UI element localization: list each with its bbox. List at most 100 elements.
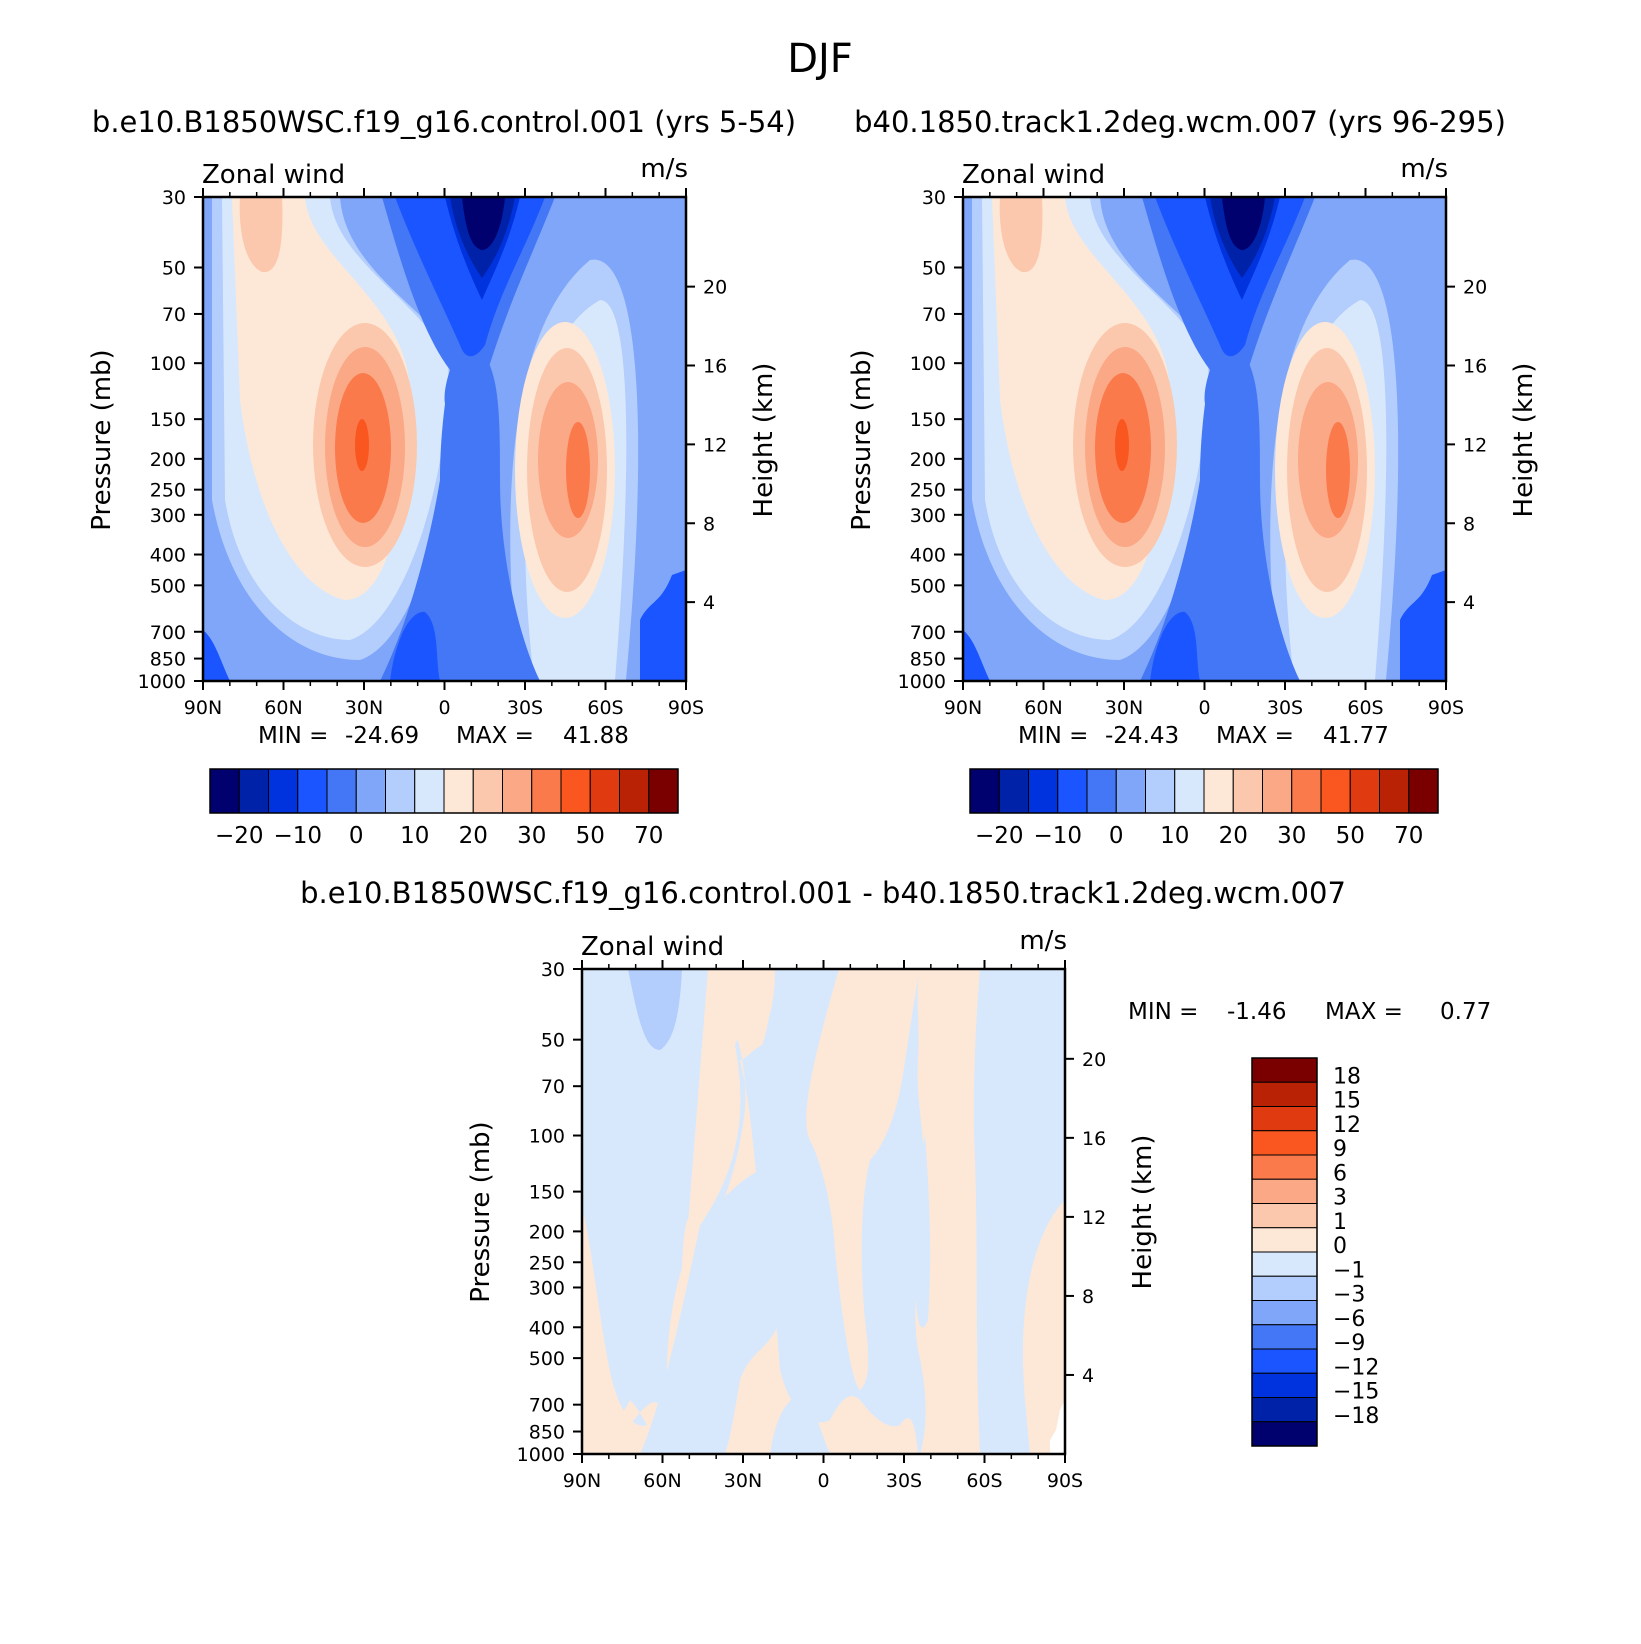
colorbar-swatch [560, 768, 591, 814]
x-tick-label: 30N [345, 697, 383, 719]
colorbar-swatch [238, 768, 269, 814]
y-tick-label: 50 [541, 1030, 565, 1052]
y-tick-label: 400 [529, 1317, 565, 1339]
panel-2-polar-jet [999, 197, 1043, 273]
y-tick-label: 50 [922, 258, 946, 280]
colorbar-label: 70 [634, 823, 663, 849]
panel-3-missing-corner [1050, 1400, 1065, 1454]
panel-2-max: 41.77 [1323, 723, 1389, 749]
y2-tick-label: 8 [703, 513, 715, 535]
colorbar-label: 30 [517, 823, 546, 849]
colorbar-swatch [1251, 1275, 1318, 1301]
colorbar-swatch [1291, 768, 1322, 814]
colorbar-swatch [1262, 768, 1293, 814]
panel-2-nh-jet-c4 [1115, 419, 1129, 471]
panel-3-pos-mid [915, 969, 980, 1454]
colorbar-label: 12 [1333, 1113, 1361, 1138]
panel-1-polar-jet [239, 197, 283, 273]
colorbar-swatch [998, 768, 1029, 814]
y2-tick-label: 12 [1463, 434, 1487, 456]
x-tick-label: 30N [1105, 697, 1143, 719]
x-tick-label: 30S [886, 1470, 922, 1492]
panel-1-title: b.e10.B1850WSC.f19_g16.control.001 (yrs … [92, 105, 796, 139]
y-tick-label: 200 [910, 449, 946, 471]
colorbar-swatch [1320, 768, 1351, 814]
panel-1-axes: 90N 60N 30N 0 30S 60S 90S 30 50 70 100 150 200 250 300… [138, 187, 728, 719]
colorbar-swatch [1251, 1397, 1318, 1423]
y2-tick-label: 16 [703, 356, 727, 378]
colorbar-swatch [1057, 768, 1088, 814]
x-tick-label: 90N [944, 697, 982, 719]
colorbar-swatch [1251, 1324, 1318, 1350]
x-tick-label: 30N [724, 1470, 762, 1492]
colorbar-label: 1 [1333, 1210, 1347, 1235]
y-tick-label: 300 [910, 505, 946, 527]
x-tick-label: 90S [1047, 1470, 1083, 1492]
y-tick-label: 500 [150, 575, 186, 597]
y2-tick-label: 16 [1463, 356, 1487, 378]
x-tick-label: 30S [1267, 697, 1303, 719]
panel-2-colorbar: −20 −10 0 10 20 30 50 70 [969, 768, 1439, 849]
panel-1-field [203, 197, 686, 681]
colorbar-swatch [385, 768, 416, 814]
y-tick-label: 70 [162, 304, 186, 326]
panel-3-y2label: Height (km) [1128, 1135, 1158, 1290]
colorbar-swatch [619, 768, 650, 814]
colorbar-swatch [1203, 768, 1234, 814]
y-tick-label: 200 [150, 449, 186, 471]
y-tick-label: 150 [150, 409, 186, 431]
colorbar-label: −1 [1333, 1258, 1365, 1283]
panel-2-surface-east-nh [1150, 611, 1200, 681]
y-tick-label: 100 [910, 353, 946, 375]
panel-1-surface-east-sh [640, 570, 686, 681]
colorbar-swatch [1251, 1057, 1318, 1083]
panel-1-max: 41.88 [563, 723, 629, 749]
y-tick-label: 700 [150, 622, 186, 644]
y-tick-label: 150 [529, 1182, 565, 1204]
y-tick-label: 250 [910, 480, 946, 502]
colorbar-label: 15 [1333, 1089, 1361, 1114]
panel-1-easterly-core [462, 197, 505, 250]
colorbar-label: −9 [1333, 1331, 1365, 1356]
x-tick-label: 60N [643, 1470, 681, 1492]
colorbar-swatch [1251, 1251, 1318, 1277]
panel-3-max: 0.77 [1440, 999, 1491, 1025]
colorbar-swatch [969, 768, 1000, 814]
y2-tick-label: 4 [1463, 592, 1475, 614]
panel-1-right-label: m/s [640, 154, 688, 184]
colorbar-swatch [1251, 1081, 1318, 1107]
y2-tick-label: 16 [1082, 1128, 1106, 1150]
colorbar-label: 9 [1333, 1137, 1347, 1162]
colorbar-swatch [1251, 1348, 1318, 1374]
panel-1-colorbar: −20 −10 0 10 20 30 50 70 [209, 768, 679, 849]
colorbar-label: 50 [1336, 823, 1365, 849]
y-tick-label: 1000 [898, 671, 946, 693]
colorbar-swatch [472, 768, 503, 814]
panel-2-surface-east-sh [1400, 570, 1446, 681]
colorbar-swatch [355, 768, 386, 814]
y-tick-label: 850 [910, 649, 946, 671]
y-tick-label: 400 [910, 545, 946, 567]
panel-3-right-label: m/s [1019, 926, 1067, 956]
panel-3-field [582, 969, 1065, 1454]
colorbar-label: −10 [273, 823, 322, 849]
panel-3-title: b.e10.B1850WSC.f19_g16.control.001 - b40… [300, 876, 1346, 910]
x-tick-label: 90N [563, 1470, 601, 1492]
y2-tick-label: 8 [1082, 1286, 1094, 1308]
panel-3-max-label: MAX = [1325, 999, 1403, 1025]
y-tick-label: 30 [541, 959, 565, 981]
y-tick-label: 500 [529, 1348, 565, 1370]
panel-1-max-label: MAX = [456, 723, 534, 749]
panel-3-left-label: Zonal wind [581, 932, 724, 962]
colorbar-swatch [1251, 1106, 1318, 1132]
panel-2-title: b40.1850.track1.2deg.wcm.007 (yrs 96-295… [854, 105, 1506, 139]
colorbar-frame [209, 768, 679, 814]
y-tick-label: 250 [529, 1252, 565, 1274]
y-tick-label: 400 [150, 545, 186, 567]
panel-2-surface-east-np [963, 630, 990, 681]
colorbar-swatch [589, 768, 620, 814]
y-tick-label: 850 [150, 649, 186, 671]
panel-3-neg-center [914, 1135, 931, 1328]
